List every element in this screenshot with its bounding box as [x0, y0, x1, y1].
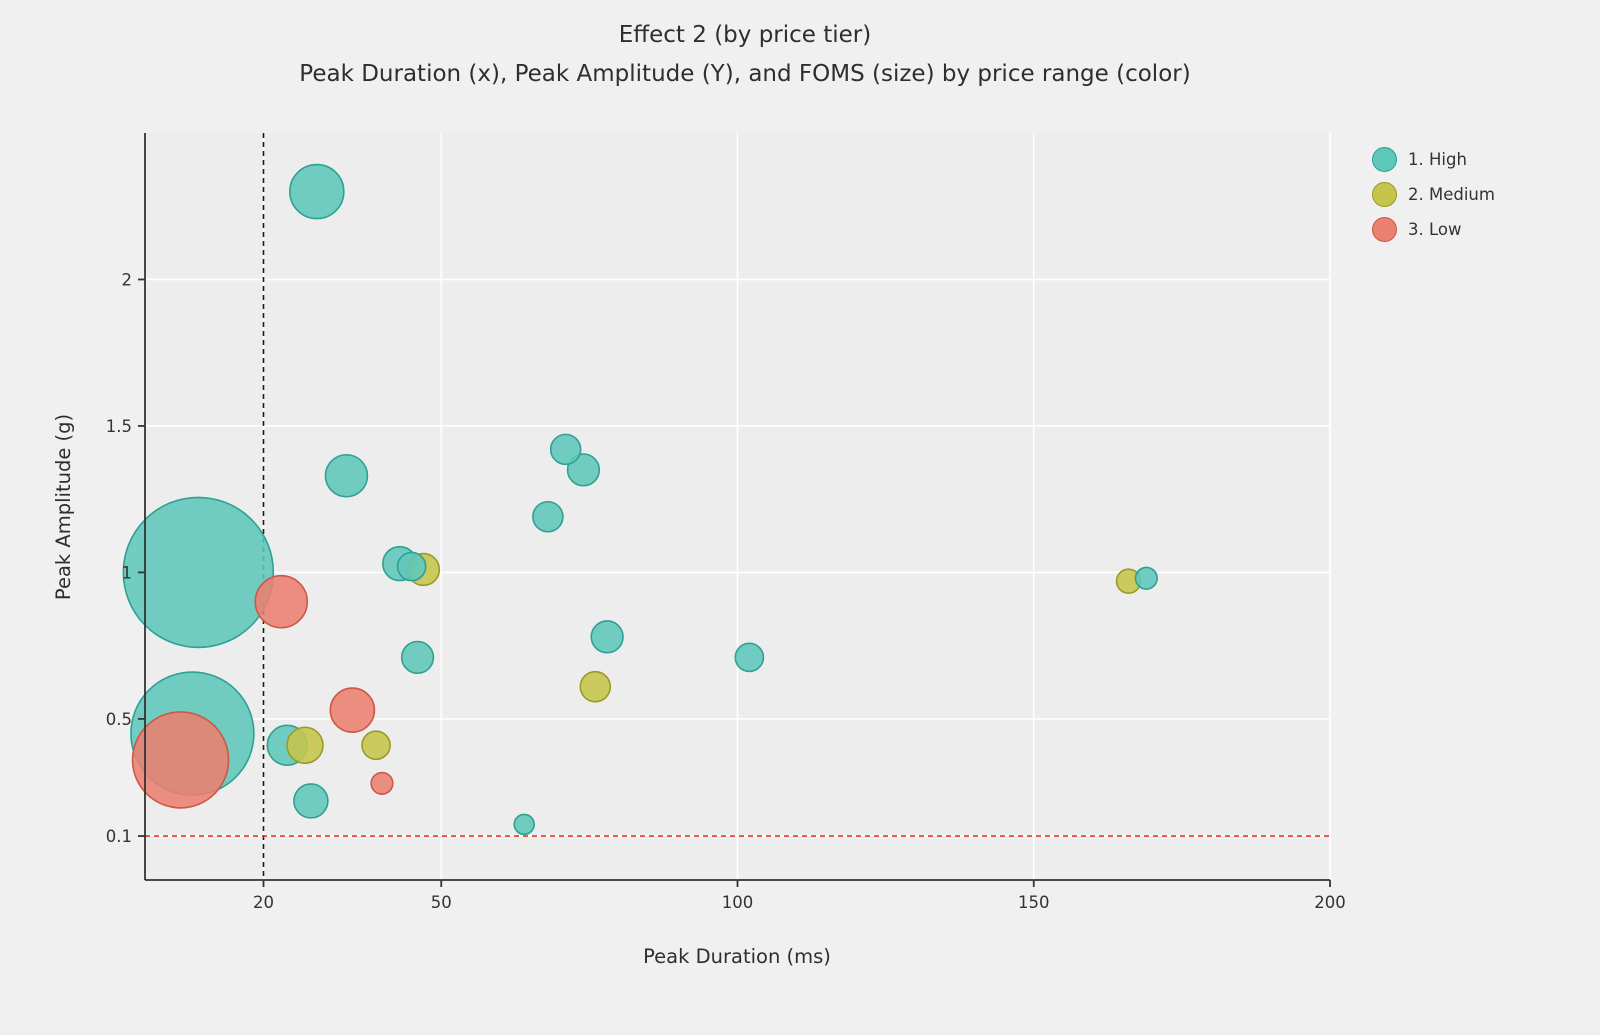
bubble — [324, 453, 369, 498]
legend-swatch — [1372, 181, 1397, 207]
x-axis-label: Peak Duration (ms) — [643, 945, 831, 968]
bubble — [549, 433, 582, 466]
bubble — [590, 620, 624, 654]
legend-label: 1. High — [1408, 149, 1467, 169]
legend-item: 2. Medium — [1372, 177, 1495, 211]
bubble — [400, 640, 435, 675]
bubble — [1134, 566, 1158, 590]
bubble — [286, 726, 324, 765]
bubble — [566, 453, 601, 487]
bubble — [122, 496, 275, 649]
y-tick-label: 2 — [122, 270, 133, 289]
y-tick-label: 1 — [122, 563, 133, 582]
legend-swatch — [1372, 216, 1397, 242]
legend-swatch — [1372, 146, 1397, 172]
chart-subtitle: Peak Duration (x), Peak Amplitude (Y), a… — [299, 61, 1191, 87]
y-axis-label: Peak Amplitude (g) — [52, 414, 75, 600]
bubble — [293, 783, 329, 819]
y-tick-label: 1.5 — [106, 417, 132, 436]
x-tick-label: 50 — [431, 893, 452, 912]
bubble — [329, 687, 376, 733]
bubble — [579, 670, 612, 703]
bubble — [532, 500, 564, 533]
y-tick-label: 0.5 — [106, 710, 132, 729]
x-tick-label: 100 — [722, 893, 754, 912]
chart-title-block: Effect 2 (by price tier) Peak Duration (… — [0, 16, 1490, 94]
y-tick-label: 0.1 — [106, 827, 132, 846]
chart-title: Effect 2 (by price tier) — [618, 22, 872, 48]
bubble — [370, 771, 394, 795]
bubble — [254, 574, 309, 629]
legend-label: 2. Medium — [1408, 184, 1495, 204]
x-tick-label: 200 — [1314, 893, 1346, 912]
bubble — [734, 642, 765, 673]
legend-label: 3. Low — [1408, 219, 1462, 239]
legend-item: 1. High — [1372, 142, 1495, 176]
bubble — [361, 730, 391, 761]
bubble — [289, 163, 345, 220]
x-tick-label: 150 — [1018, 893, 1050, 912]
legend-item: 3. Low — [1372, 212, 1495, 246]
bubble — [513, 813, 535, 836]
x-tick-label: 20 — [253, 893, 274, 912]
bubble — [396, 551, 427, 582]
legend: 1. High 2. Medium 3. Low — [1372, 142, 1495, 246]
bubble — [131, 711, 230, 809]
